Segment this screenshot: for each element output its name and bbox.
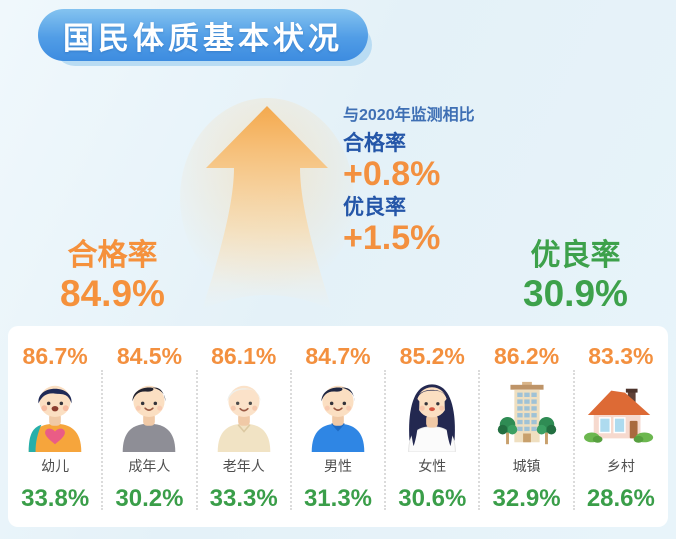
pass-rate-value: 85.2% <box>399 343 465 369</box>
comparison-block: 与2020年监测相比 合格率 +0.8% 优良率 +1.5% <box>343 106 563 256</box>
group-label: 男性 <box>323 458 352 474</box>
pass-rate-value: 84.7% <box>305 343 371 369</box>
pass-rate-value: 86.7% <box>22 343 88 369</box>
pass-rate-value: 86.1% <box>211 343 277 369</box>
excellent-rate-value: 30.2% <box>115 485 184 512</box>
column-divider <box>384 370 387 510</box>
male-icon <box>301 378 375 452</box>
group-column-child: 86.7% 幼儿 33.8% <box>8 326 104 527</box>
comparison-excellent-label: 优良率 <box>343 196 406 219</box>
overall-excellent-label: 优良率 <box>530 239 621 272</box>
page-title-text: 国民体质基本状况 <box>63 20 343 56</box>
excellent-rate-value: 28.6% <box>586 485 655 512</box>
group-label: 女性 <box>418 458 447 474</box>
child-icon <box>18 378 92 452</box>
group-column-rural: 83.3% 乡村 28.6% <box>574 326 668 527</box>
group-column-elderly: 86.1% 老年人 33.3% <box>197 326 292 527</box>
overall-pass-value: 84.9% <box>60 273 165 314</box>
column-divider <box>289 370 292 510</box>
column-divider <box>101 370 104 510</box>
excellent-rate-value: 33.3% <box>209 485 278 512</box>
group-column-female: 85.2% 女性 30.6% <box>385 326 481 527</box>
overall-excellent-value: 30.9% <box>523 273 628 314</box>
group-label: 幼儿 <box>41 458 70 474</box>
page-title: 国民体质基本状况 <box>38 9 368 61</box>
group-column-urban: 86.2% <box>479 326 575 527</box>
comparison-pass-label: 合格率 <box>343 132 406 155</box>
group-label: 老年人 <box>222 458 265 474</box>
group-label: 城镇 <box>512 458 541 474</box>
urban-icon <box>490 378 564 452</box>
group-label: 乡村 <box>606 458 635 474</box>
group-column-male: 84.7% 男性 31.3% <box>291 326 387 527</box>
pass-rate-value: 86.2% <box>493 343 560 369</box>
comparison-caption: 与2020年监测相比 <box>343 107 475 124</box>
rural-icon <box>583 378 658 452</box>
excellent-rate-value: 30.6% <box>398 485 467 512</box>
column-divider <box>195 370 198 510</box>
group-breakdown-panel: 86.7% 幼儿 33.8% <box>8 326 668 527</box>
overall-pass-label: 合格率 <box>67 239 158 272</box>
upward-arrow-icon <box>180 98 355 328</box>
excellent-rate-value: 33.8% <box>21 485 90 512</box>
column-divider <box>572 370 575 510</box>
adult-icon <box>112 378 186 452</box>
comparison-pass-change: +0.8% <box>343 155 441 193</box>
overall-excellent-stat: 优良率 30.9% <box>488 238 663 314</box>
excellent-rate-value: 32.9% <box>492 485 561 512</box>
female-icon <box>395 378 469 452</box>
overall-pass-stat: 合格率 84.9% <box>25 238 200 314</box>
excellent-rate-value: 31.3% <box>303 485 373 512</box>
group-label: 成年人 <box>128 458 171 474</box>
comparison-excellent-change: +1.5% <box>343 219 441 257</box>
pass-rate-value: 83.3% <box>588 343 654 369</box>
elderly-icon <box>207 378 281 452</box>
column-divider <box>478 370 481 510</box>
pass-rate-value: 84.5% <box>116 343 183 369</box>
group-column-adult: 84.5% 成年人 30.2% <box>102 326 198 527</box>
